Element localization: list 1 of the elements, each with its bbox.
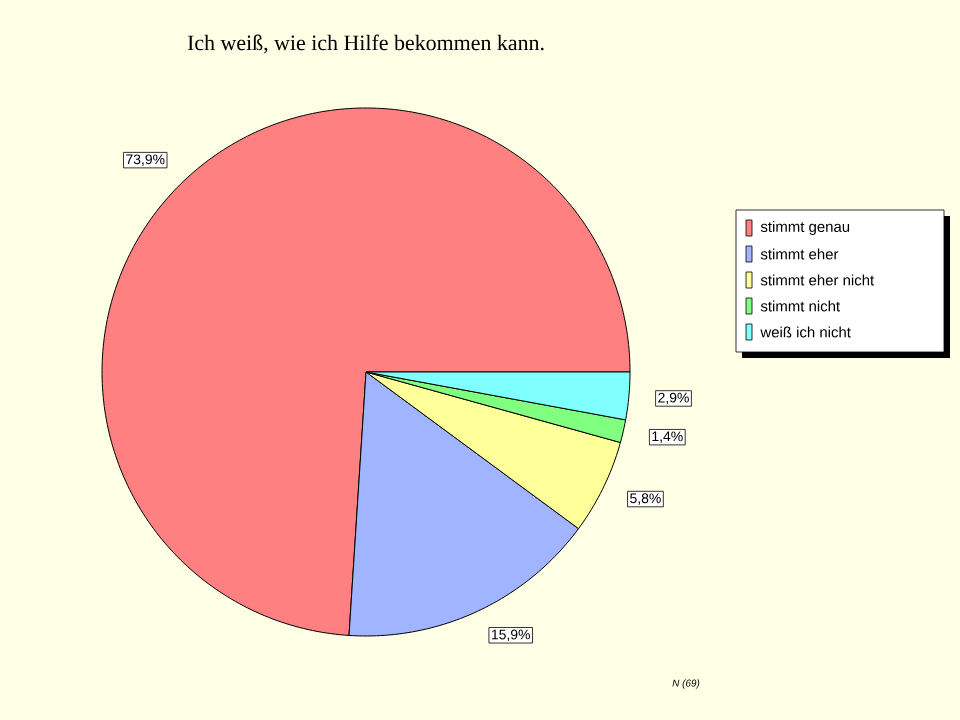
chart-title: Ich weiß, wie ich Hilfe bekommen kann. — [187, 34, 544, 54]
